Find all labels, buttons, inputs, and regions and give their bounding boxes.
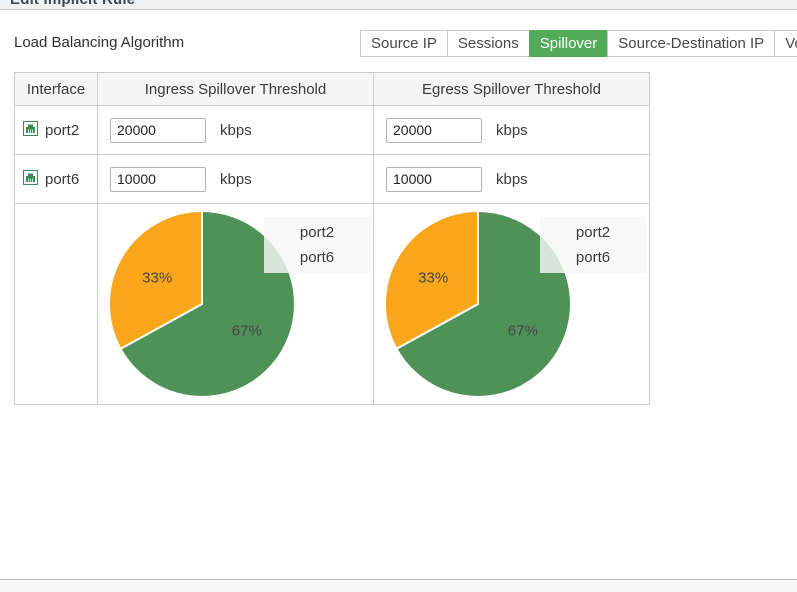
egress-pie-chart: 67% 33% [384, 209, 572, 398]
ingress-threshold-input-port6[interactable] [110, 166, 206, 192]
legend-item-port2: port2 [299, 224, 335, 241]
chart-legend: port2 port6 [264, 217, 370, 273]
svg-text:67%: 67% [232, 323, 262, 340]
legend-item-port2: port2 [575, 224, 611, 241]
algorithm-tab-group: Source IP Sessions Spillover Source-Dest… [360, 30, 797, 57]
svg-text:67%: 67% [508, 323, 538, 340]
egress-chart-cell: 67% 33% port2 port6 [373, 203, 650, 405]
tab-source-destination-ip[interactable]: Source-Destination IP [607, 30, 776, 57]
egress-threshold-input-port6[interactable] [386, 166, 482, 192]
table-header-row: Interface Ingress Spillover Threshold Eg… [14, 72, 650, 106]
legend-item-port6: port6 [299, 249, 335, 266]
svg-text:33%: 33% [142, 270, 172, 287]
egress-threshold-input-port2[interactable] [386, 117, 482, 143]
header-interface: Interface [14, 72, 98, 106]
panel-title: Edit Implicit Rule [10, 0, 797, 8]
empty-cell [14, 203, 98, 405]
tab-sessions[interactable]: Sessions [446, 30, 530, 57]
legend-item-port6: port6 [575, 249, 611, 266]
table-row: port2 kbps kbps [14, 105, 650, 155]
table-row: port6 kbps kbps [14, 154, 650, 204]
header-egress-threshold: Egress Spillover Threshold [373, 72, 650, 106]
unit-label: kbps [220, 121, 252, 139]
tab-source-ip[interactable]: Source IP [360, 30, 448, 57]
ingress-threshold-input-port2[interactable] [110, 117, 206, 143]
chart-row: 67% 33% port2 port6 67% 33% port2 port6 [14, 203, 650, 405]
tab-volume[interactable]: Volume [774, 30, 797, 57]
ethernet-port-icon [23, 120, 38, 140]
header-ingress-threshold: Ingress Spillover Threshold [97, 72, 374, 106]
load-balancing-algorithm-label: Load Balancing Algorithm [14, 34, 185, 51]
ingress-pie-chart: 67% 33% [108, 209, 296, 398]
ethernet-port-icon [23, 169, 38, 189]
panel-titlebar: Edit Implicit Rule [0, 0, 797, 10]
interface-name: port6 [45, 170, 80, 188]
svg-text:33%: 33% [418, 270, 448, 287]
unit-label: kbps [496, 170, 528, 188]
interface-name: port2 [45, 121, 80, 139]
unit-label: kbps [496, 121, 528, 139]
panel-footer-divider [0, 579, 797, 592]
ingress-chart-cell: 67% 33% port2 port6 [97, 203, 374, 405]
chart-legend: port2 port6 [540, 217, 646, 273]
unit-label: kbps [220, 170, 252, 188]
spillover-table: Interface Ingress Spillover Threshold Eg… [14, 72, 650, 405]
tab-spillover[interactable]: Spillover [528, 30, 609, 57]
